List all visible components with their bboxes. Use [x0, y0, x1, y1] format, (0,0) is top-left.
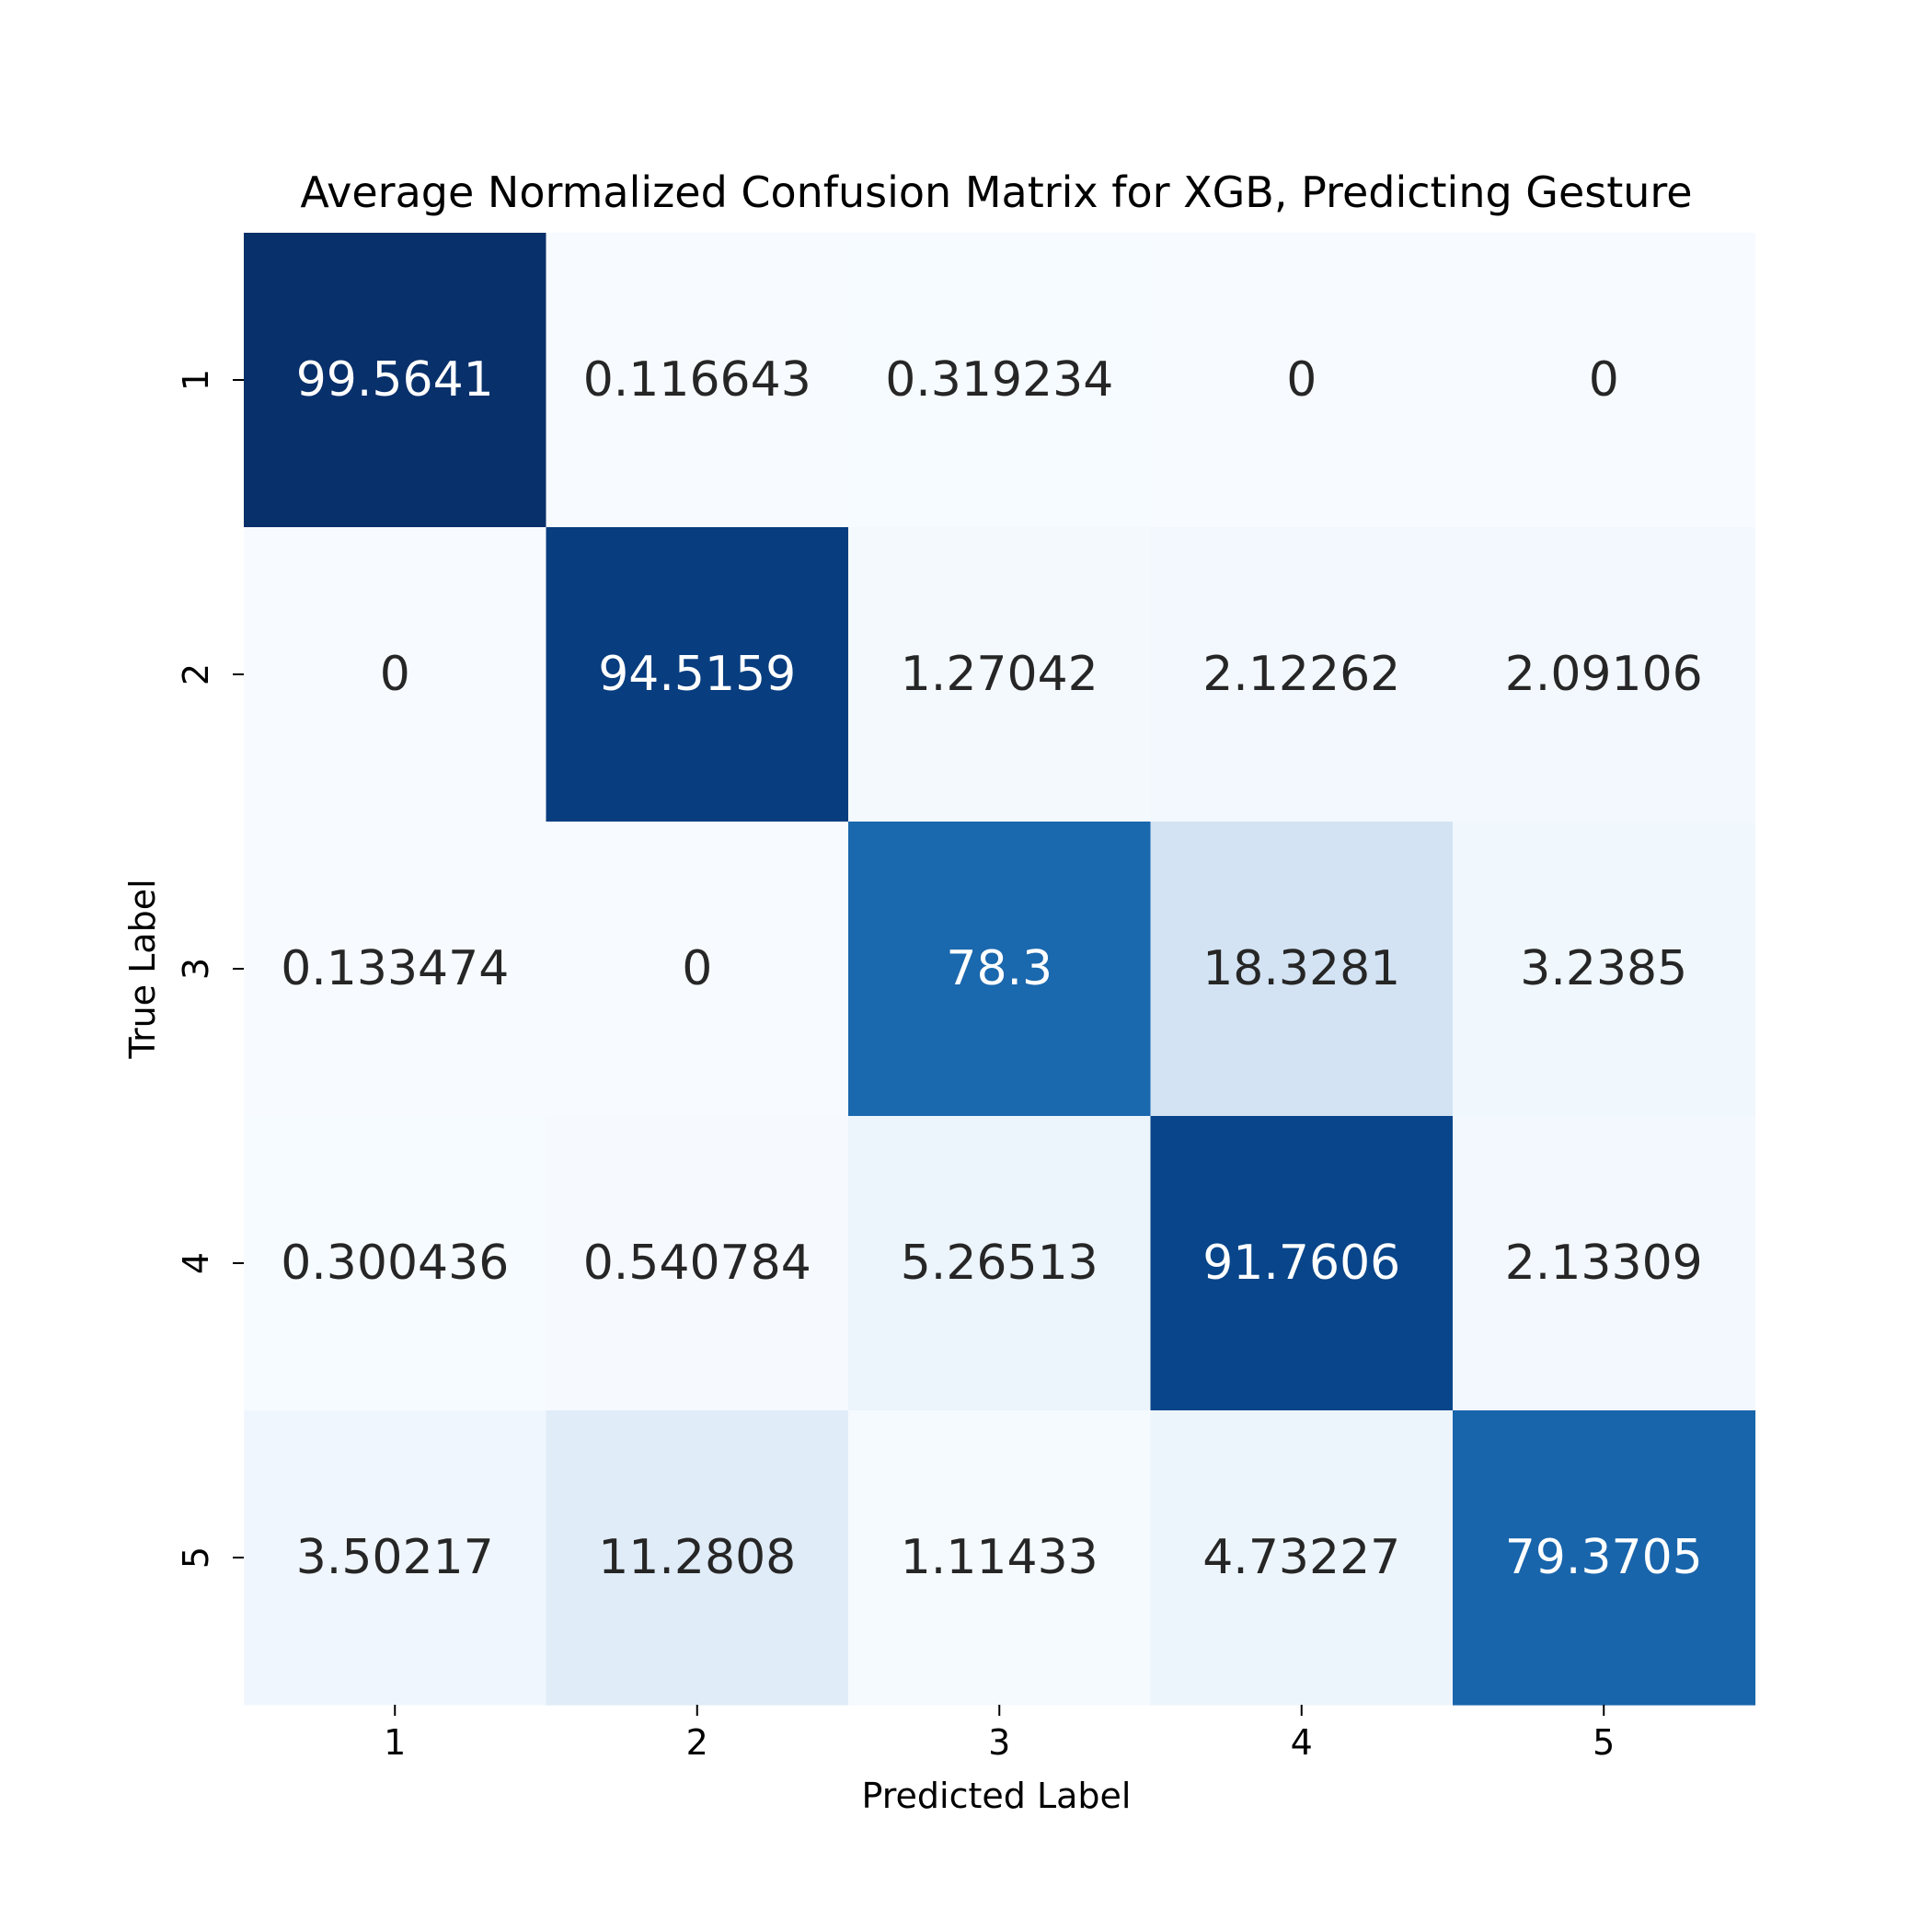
- y-axis-ticks: 1 2 3 4 5: [176, 369, 244, 1569]
- cell-value-r1-c2: 0.116643: [583, 352, 811, 408]
- cell-value-r3-c1: 0.133474: [281, 941, 509, 996]
- heatmap-cell-r4-c2: [546, 1116, 849, 1411]
- cell-value-r2-c3: 1.27042: [901, 647, 1098, 702]
- x-tick-label-2: 2: [686, 1722, 708, 1763]
- heatmap-cell-r3-c1: [244, 822, 547, 1117]
- heatmap-cell-r5-c5: [1453, 1410, 1756, 1706]
- heatmap-cell-r2-c4: [1150, 527, 1454, 822]
- cell-value-r2-c1: 0: [380, 647, 410, 702]
- y-tick-label-4: 4: [176, 1252, 216, 1274]
- heatmap-cell-r1-c4: [1150, 233, 1454, 528]
- heatmap-cell-r2-c2: [546, 527, 849, 822]
- cell-value-r4-c5: 2.13309: [1505, 1236, 1703, 1291]
- cell-value-r4-c4: 91.7606: [1202, 1236, 1400, 1291]
- x-axis-label: Predicted Label: [862, 1776, 1132, 1816]
- heatmap-cell-r3-c5: [1453, 822, 1756, 1117]
- heatmap-cell-r4-c4: [1150, 1116, 1454, 1411]
- cell-value-r5-c2: 11.2808: [598, 1530, 796, 1585]
- y-tick-label-5: 5: [176, 1547, 216, 1569]
- heatmap-cell-r4-c1: [244, 1116, 547, 1411]
- cell-value-r3-c3: 78.3: [946, 941, 1052, 996]
- heatmap-cells: [244, 233, 1756, 1706]
- x-tick-label-3: 3: [988, 1722, 1010, 1763]
- x-axis-ticks: 1 2 3 4 5: [384, 1705, 1615, 1763]
- cell-value-r2-c5: 2.09106: [1505, 647, 1703, 702]
- heatmap-cell-r5-c3: [848, 1410, 1152, 1706]
- cell-value-r2-c4: 2.12262: [1202, 647, 1400, 702]
- cell-value-r1-c1: 99.5641: [296, 352, 494, 408]
- y-tick-label-1: 1: [176, 369, 216, 391]
- heatmap-cell-r3-c4: [1150, 822, 1454, 1117]
- cell-value-r5-c4: 4.73227: [1202, 1530, 1400, 1585]
- cell-value-r1-c4: 0: [1286, 352, 1317, 408]
- cell-value-r4-c2: 0.540784: [583, 1236, 811, 1291]
- heatmap-cell-r5-c4: [1150, 1410, 1454, 1706]
- heatmap-cell-r3-c3: [848, 822, 1152, 1117]
- cell-value-r3-c4: 18.3281: [1202, 941, 1400, 996]
- y-axis-label: True Label: [122, 879, 163, 1059]
- cell-annotations: 99.5641 0.116643 0.319234 0 0 0 94.5159 1.27042…: [281, 352, 1703, 1585]
- heatmap-cell-r2-c5: [1453, 527, 1756, 822]
- cell-value-r5-c5: 79.3705: [1505, 1530, 1703, 1585]
- cell-value-r4-c3: 5.26513: [901, 1236, 1098, 1291]
- y-tick-label-3: 3: [176, 958, 216, 980]
- heatmap-cell-r1-c3: [848, 233, 1152, 528]
- heatmap-cell-r4-c3: [848, 1116, 1152, 1411]
- cell-value-r4-c1: 0.300436: [281, 1236, 509, 1291]
- y-tick-label-2: 2: [176, 663, 216, 685]
- x-tick-label-5: 5: [1593, 1722, 1615, 1763]
- cell-value-r1-c5: 0: [1589, 352, 1619, 408]
- cell-value-r2-c2: 94.5159: [598, 647, 796, 702]
- heatmap-cell-r1-c5: [1453, 233, 1756, 528]
- heatmap-cell-r2-c3: [848, 527, 1152, 822]
- heatmap-cell-r3-c2: [546, 822, 849, 1117]
- cell-value-r5-c3: 1.11433: [901, 1530, 1098, 1585]
- heatmap-cell-r1-c2: [546, 233, 849, 528]
- cell-value-r1-c3: 0.319234: [885, 352, 1113, 408]
- cell-value-r3-c2: 0: [682, 941, 712, 996]
- heatmap-cell-r4-c5: [1453, 1116, 1756, 1411]
- chart-title: Average Normalized Confusion Matrix for …: [300, 167, 1692, 217]
- heatmap-cell-r5-c2: [546, 1410, 849, 1706]
- x-tick-label-4: 4: [1291, 1722, 1313, 1763]
- x-tick-label-1: 1: [384, 1722, 406, 1763]
- heatmap-cell-r1-c1: [244, 233, 547, 528]
- cell-value-r3-c5: 3.2385: [1520, 941, 1687, 996]
- heatmap-cell-r2-c1: [244, 527, 547, 822]
- heatmap-cell-r5-c1: [244, 1410, 547, 1706]
- cell-value-r5-c1: 3.50217: [296, 1530, 494, 1585]
